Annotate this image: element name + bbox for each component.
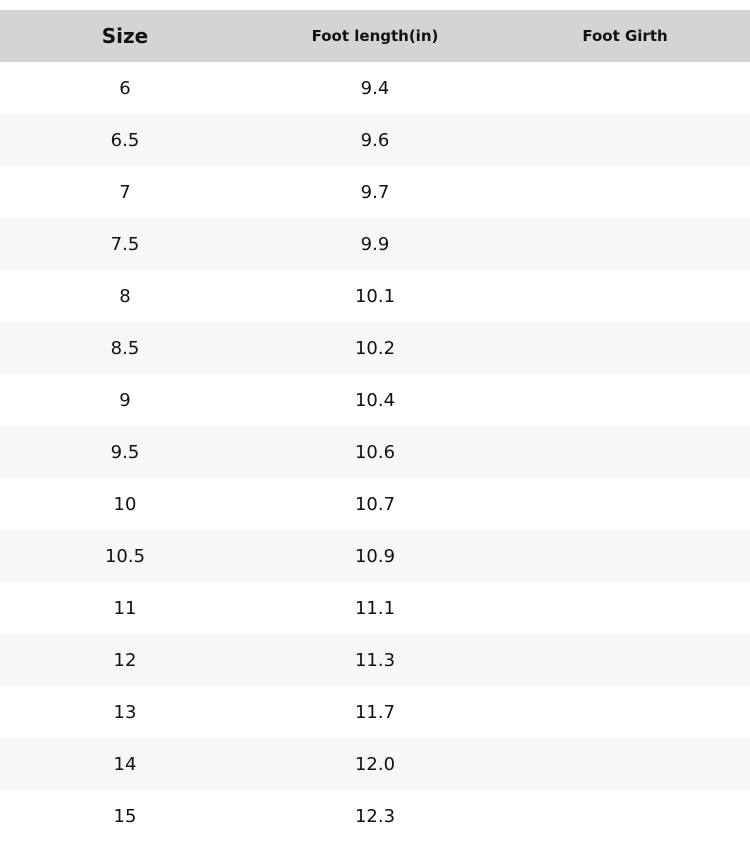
table-cell: [500, 218, 750, 270]
table-cell: 12.3: [354, 805, 396, 827]
header-cell: Foot Girth: [582, 27, 668, 45]
table-cell: 11.1: [354, 597, 396, 619]
table-header: Size Foot length(in) Foot Girth: [0, 10, 750, 62]
table-row: 7 9.7: [0, 166, 750, 218]
table-cell: 14: [113, 753, 137, 775]
table-cell: 11.7: [354, 701, 396, 723]
table-cell: 15: [113, 805, 137, 827]
table-row: 15 12.3: [0, 790, 750, 842]
table-cell: 9.6: [360, 129, 390, 151]
table-cell: 9.4: [360, 77, 390, 99]
table-row: 13 11.7: [0, 686, 750, 738]
table-cell: 10.6: [354, 441, 396, 463]
table-cell: 10.7: [354, 493, 396, 515]
header-cell: Foot length(in): [311, 27, 439, 45]
size-table: Size Foot length(in) Foot Girth 6 9.4 6.5 9…: [0, 10, 750, 842]
table-cell: 10.2: [354, 337, 396, 359]
header-cell: Size: [101, 24, 149, 48]
table-row: 10 10.7: [0, 478, 750, 530]
table-cell: 8.5: [110, 337, 140, 359]
table-cell: 7.5: [110, 233, 140, 255]
table-row: 9 10.4: [0, 374, 750, 426]
table-cell: 11.3: [354, 649, 396, 671]
table-row: 6.5 9.6: [0, 114, 750, 166]
table-cell: 6.5: [110, 129, 140, 151]
table-cell: 9.7: [360, 181, 390, 203]
table-cell: [500, 582, 750, 634]
table-cell: 12.0: [354, 753, 396, 775]
table-row: 9.5 10.6: [0, 426, 750, 478]
table-row: 8.5 10.2: [0, 322, 750, 374]
table-body: 6 9.4 6.5 9.6 7 9.7 7.5 9.9 8 10.1 8.5 10.2 9 10.4 9.5…: [0, 62, 750, 842]
table-cell: 7: [119, 181, 131, 203]
table-row: 7.5 9.9: [0, 218, 750, 270]
table-cell: [500, 426, 750, 478]
header-row: Size Foot length(in) Foot Girth: [0, 10, 750, 62]
table-cell: [500, 478, 750, 530]
table-cell: 10: [113, 493, 137, 515]
table-cell: 13: [113, 701, 137, 723]
table-cell: [500, 62, 750, 114]
table-row: 11 11.1: [0, 582, 750, 634]
table-cell: [500, 166, 750, 218]
table-cell: 9: [119, 389, 131, 411]
table-cell: 10.5: [104, 545, 146, 567]
table-row: 10.5 10.9: [0, 530, 750, 582]
table-cell: [500, 790, 750, 842]
table-cell: [500, 322, 750, 374]
table-row: 6 9.4: [0, 62, 750, 114]
table-cell: 12: [113, 649, 137, 671]
table-cell: 10.9: [354, 545, 396, 567]
table-cell: [500, 270, 750, 322]
table-cell: [500, 374, 750, 426]
table-cell: [500, 686, 750, 738]
table-cell: [500, 738, 750, 790]
table-cell: [500, 114, 750, 166]
table-cell: 6: [119, 77, 131, 99]
table-cell: 8: [119, 285, 131, 307]
table-cell: [500, 634, 750, 686]
table-cell: 11: [113, 597, 137, 619]
table-cell: 10.1: [354, 285, 396, 307]
table-row: 14 12.0: [0, 738, 750, 790]
table-cell: [500, 530, 750, 582]
table-cell: 9.9: [360, 233, 390, 255]
table-row: 12 11.3: [0, 634, 750, 686]
table-row: 8 10.1: [0, 270, 750, 322]
table-cell: 9.5: [110, 441, 140, 463]
table-cell: 10.4: [354, 389, 396, 411]
